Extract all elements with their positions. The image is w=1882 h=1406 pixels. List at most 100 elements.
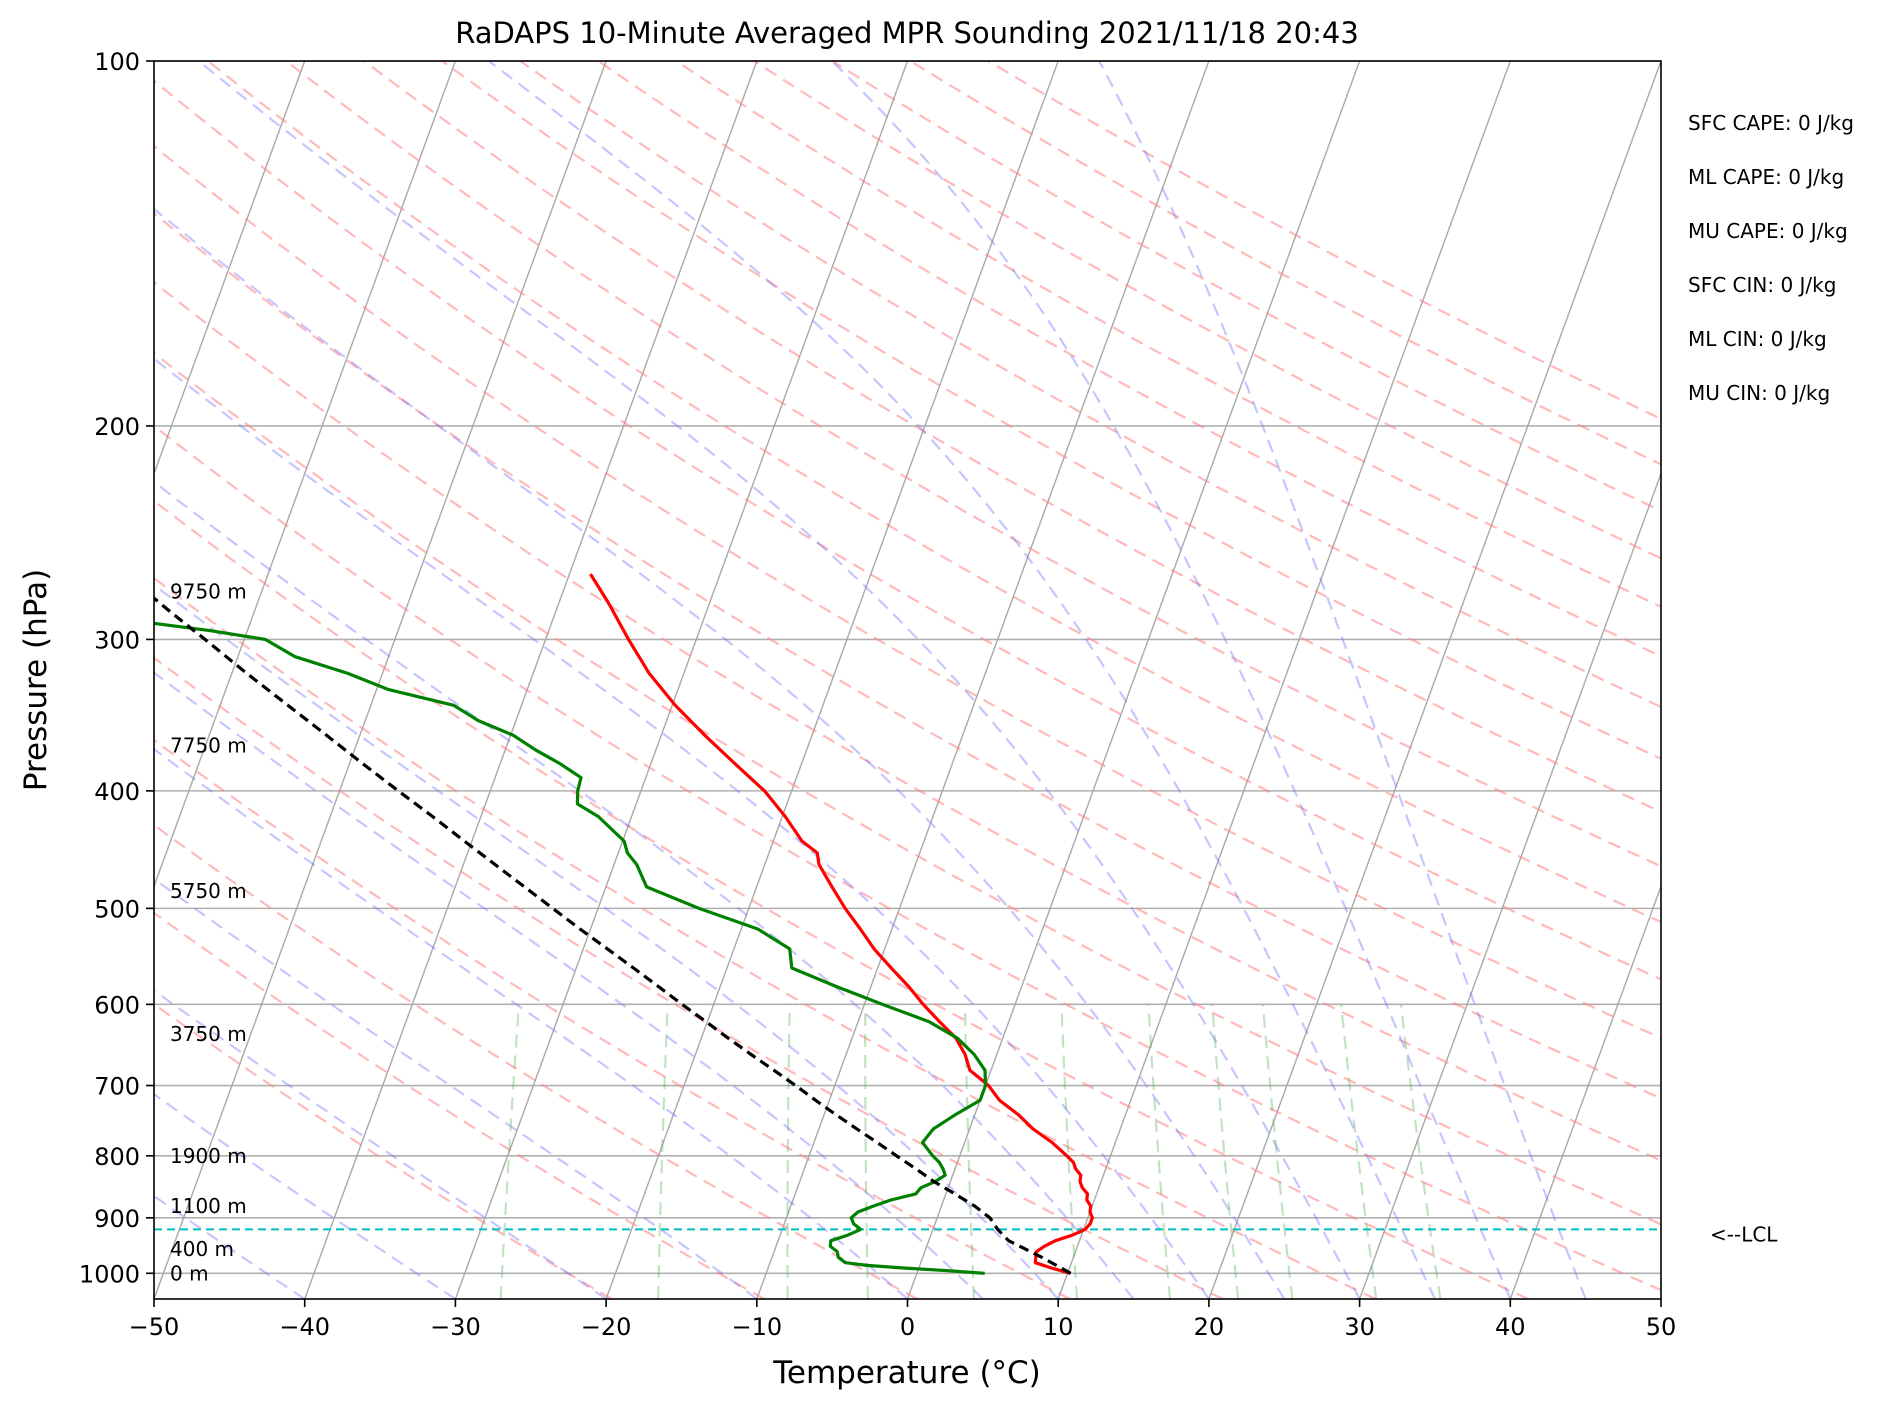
height-label: 5750 m [170, 879, 247, 903]
index-label: SFC CIN: 0 J/kg [1688, 273, 1836, 297]
y-axis: 100 200 300 400 500 600 700 800 900 1000 [79, 48, 154, 1288]
mixing-ratio-line [1261, 1004, 1294, 1299]
isotherm-line [1358, 471, 1661, 1299]
dry-adiabat [154, 911, 765, 1299]
moist-adiabat [198, 61, 1361, 1299]
mixing-ratio-line [864, 1004, 869, 1299]
x-tick-label: 0 [900, 1313, 915, 1341]
height-label: 7750 m [170, 734, 247, 758]
mixing-ratio-line [1399, 1004, 1442, 1299]
moist-adiabat [488, 61, 1436, 1299]
y-tick-label: 500 [94, 895, 140, 923]
isotherm-line [1509, 884, 1661, 1299]
dry-adiabat [597, 61, 1661, 658]
isotherm-line [154, 61, 457, 889]
isotherm-line [1660, 1296, 1661, 1299]
dry-adiabat [441, 61, 1661, 760]
dry-adiabat [154, 499, 1529, 1299]
dry-adiabat [154, 79, 1661, 981]
x-axis-label: Temperature (°C) [772, 1355, 1041, 1391]
dry-adiabat [363, 61, 1661, 814]
mixing-ratio-line [1147, 1004, 1171, 1299]
background-lines [154, 61, 1661, 1299]
dry-adiabat [154, 144, 1661, 1040]
index-label: ML CIN: 0 J/kg [1688, 327, 1827, 351]
x-tick-label: 10 [1043, 1313, 1074, 1341]
mixing-ratio-line [963, 1004, 976, 1299]
stability-indices: SFC CAPE: 0 J/kg ML CAPE: 0 J/kg MU CAPE: … [1688, 111, 1854, 405]
dry-adiabat [154, 823, 918, 1299]
moist-adiabat [154, 989, 607, 1299]
dry-adiabat [154, 351, 1661, 1226]
moist-adiabat [831, 61, 1512, 1299]
x-tick-label: −30 [430, 1313, 481, 1341]
grid-layer [0, 61, 1882, 1299]
dry-adiabat [154, 424, 1661, 1292]
isotherm-line [154, 61, 607, 1299]
dry-adiabat [154, 1002, 613, 1299]
x-tick-label: 50 [1646, 1313, 1677, 1341]
dry-adiabat [519, 61, 1661, 709]
y-tick-label: 100 [94, 48, 140, 76]
isotherm-line [1812, 61, 1882, 1299]
isotherm-line [304, 61, 758, 1299]
mixing-ratio-line [1340, 1004, 1378, 1299]
series-layer [154, 573, 1661, 1275]
mixing-ratio-line [499, 1004, 520, 1299]
x-tick-label: −20 [581, 1313, 632, 1341]
x-tick-label: 40 [1495, 1313, 1526, 1341]
lcl-marker: <--LCL [1710, 1222, 1778, 1246]
dewpoint-profile [154, 621, 988, 1275]
x-axis: −50 −40 −30 −20 −10 0 10 20 30 40 50 [129, 1299, 1677, 1341]
y-tick-label: 600 [94, 991, 140, 1019]
y-tick-label: 400 [94, 778, 140, 806]
x-tick-label: −40 [279, 1313, 330, 1341]
chart-title: RaDAPS 10-Minute Averaged MPR Sounding 2… [455, 16, 1359, 50]
x-tick-label: 20 [1194, 1313, 1225, 1341]
isotherm-line [1208, 61, 1661, 1299]
dry-adiabat [207, 61, 1661, 924]
height-label: 0 m [170, 1261, 209, 1285]
index-label: MU CIN: 0 J/kg [1688, 381, 1830, 405]
x-tick-label: −10 [731, 1313, 782, 1341]
moist-adiabat [154, 1194, 306, 1299]
mixing-ratio-line [657, 1004, 669, 1299]
height-label: 1900 m [170, 1144, 247, 1168]
isotherm-line [906, 61, 1361, 1299]
isotherm-line [605, 61, 1059, 1299]
dry-adiabat [285, 61, 1661, 868]
y-tick-label: 900 [94, 1205, 140, 1233]
moist-adiabat [154, 480, 1135, 1299]
dry-adiabat [154, 576, 1377, 1299]
height-label: 9750 m [170, 580, 247, 604]
moist-adiabat [154, 583, 1060, 1299]
mixing-ratio-line [1211, 1004, 1240, 1299]
temperature-profile [589, 573, 1095, 1275]
y-tick-label: 800 [94, 1143, 140, 1171]
y-tick-label: 1000 [79, 1260, 140, 1288]
moist-adiabat [154, 1092, 457, 1299]
height-label: 1100 m [170, 1194, 247, 1218]
y-axis-label: Pressure (hPa) [18, 569, 54, 791]
isotherm-line [756, 61, 1210, 1299]
height-label: 400 m [170, 1237, 234, 1261]
moist-adiabat [154, 671, 984, 1299]
dry-adiabat [154, 656, 1224, 1299]
dry-adiabat [154, 738, 1071, 1299]
height-label: 3750 m [170, 1022, 247, 1046]
isotherm-line [154, 61, 306, 476]
parcel-profile [154, 596, 1072, 1275]
x-tick-label: 30 [1344, 1313, 1375, 1341]
x-tick-label: −50 [129, 1313, 180, 1341]
index-label: MU CAPE: 0 J/kg [1688, 219, 1848, 243]
moist-adiabat [154, 747, 909, 1299]
moist-adiabat [154, 357, 1210, 1299]
y-tick-label: 700 [94, 1073, 140, 1101]
isotherm-line [0, 61, 3, 1299]
isotherm-line [454, 61, 909, 1299]
dry-adiabat [154, 212, 1661, 1100]
y-tick-label: 300 [94, 626, 140, 654]
lcl-label: <--LCL [1710, 1222, 1778, 1246]
